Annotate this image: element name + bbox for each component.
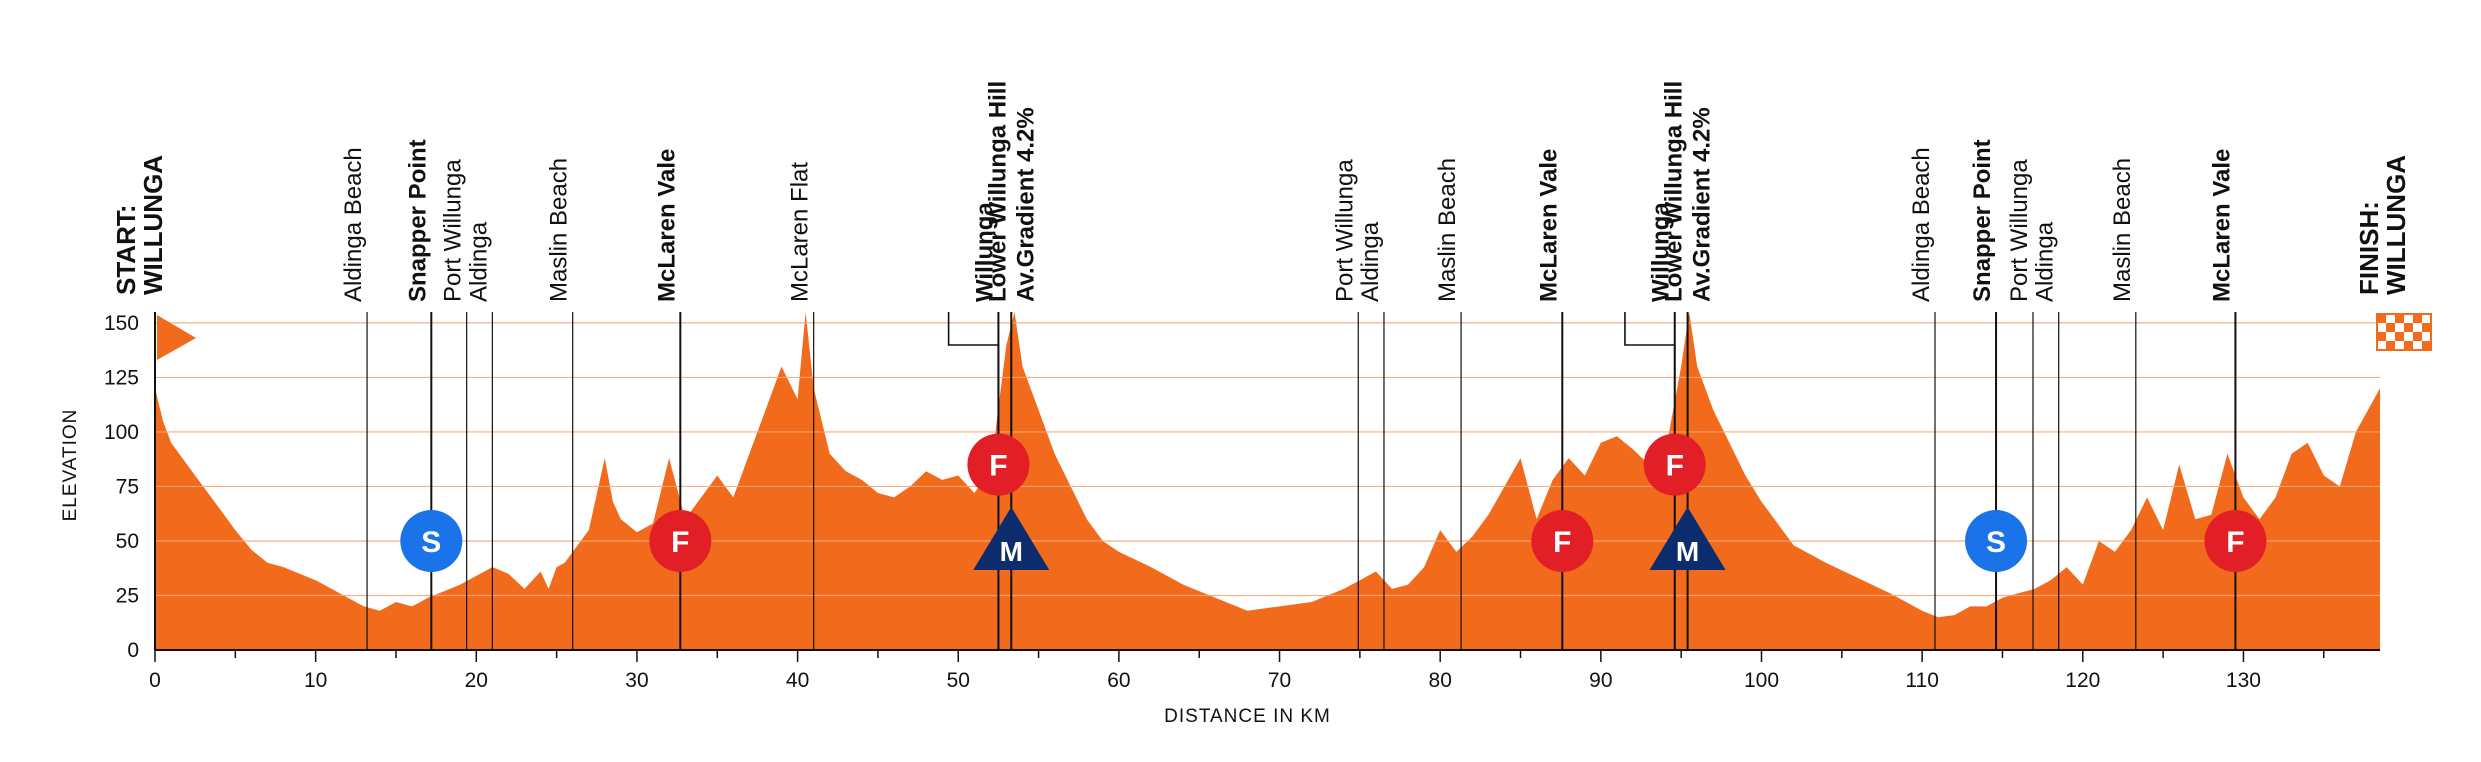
y-tick-label: 150 [104, 312, 139, 335]
start-flag-icon [157, 315, 196, 360]
finish-flag-square [2377, 314, 2386, 323]
x-tick-label: 40 [786, 669, 809, 692]
y-tick-label: 25 [116, 584, 139, 607]
y-tick-label: 0 [127, 639, 139, 662]
waypoint-label: Aldinga Beach [1908, 147, 1935, 302]
waypoint-label: Lower Willunga Hill [1661, 81, 1688, 302]
marker-letter: M [1000, 536, 1023, 567]
waypoint-label: Lower Willunga Hill [984, 81, 1011, 302]
feed-marker [967, 433, 1030, 496]
x-tick-label: 50 [947, 669, 970, 692]
feed-marker [1643, 433, 1706, 496]
mountain-marker [973, 506, 1050, 570]
x-tick-label: 90 [1589, 669, 1612, 692]
finish-flag-square [2386, 323, 2395, 332]
x-axis-title: DISTANCE IN KM [1164, 706, 1331, 727]
waypoint-label: Aldinga Beach [340, 147, 367, 302]
x-tick-label: 0 [149, 669, 161, 692]
finish-flag-square [2413, 314, 2422, 323]
y-axis-title: ELEVATION [60, 409, 81, 522]
marker-letter: F [671, 526, 689, 559]
waypoint-label: McLaren Vale [1535, 149, 1562, 302]
finish-label: FINISH: [2354, 201, 2384, 295]
waypoint-connector [1624, 312, 1676, 650]
waypoint-label: Av.Gradient 4.2% [1012, 107, 1039, 302]
grid-layer [155, 322, 2380, 597]
waypoint-label: Port Willunga [2006, 159, 2033, 302]
marker-letter: F [1666, 450, 1684, 483]
x-tick-label: 30 [625, 669, 648, 692]
elevation-area-layer [155, 312, 2380, 650]
finish-flag-square [2377, 332, 2386, 341]
waypoint-label: Port Willunga [1331, 159, 1358, 302]
waypoint-label: Willunga [971, 202, 998, 302]
x-tick-label: 20 [465, 669, 488, 692]
finish-flag-square [2422, 341, 2431, 350]
waypoint-label: Aldinga [1357, 221, 1384, 302]
finish-flag-square [2404, 341, 2413, 350]
x-tick-label: 70 [1268, 669, 1291, 692]
feed-marker [2204, 509, 2267, 572]
finish-flag-square [2395, 314, 2404, 323]
waypoint-label: Aldinga [2032, 221, 2059, 302]
waypoint-label: McLaren Flat [787, 162, 814, 302]
marker-letter: F [1553, 526, 1571, 559]
waypoint-connector [947, 312, 1000, 650]
waypoint-label: Maslin Beach [1434, 158, 1461, 302]
waypoint-label: Snapper Point [1969, 139, 1996, 302]
marker-layer: S F F M F F M S F [400, 433, 2267, 572]
marker-letter: F [989, 450, 1007, 483]
flag-layer [157, 313, 2432, 360]
waypoint-label: McLaren Vale [653, 149, 680, 302]
waypoint-label: Snapper Point [404, 139, 431, 302]
mountain-marker [1649, 506, 1726, 570]
x-tick-label: 80 [1429, 669, 1452, 692]
x-tick-label: 130 [2226, 669, 2261, 692]
y-tick-label: 125 [104, 366, 139, 389]
waypoint-label: Aldinga [465, 221, 492, 302]
marker-letter: S [1986, 526, 2006, 559]
feed-marker [649, 509, 712, 572]
x-tick-label: 110 [1905, 669, 1938, 692]
waypoint-layer: Aldinga Beach Snapper Point Port WillungaA… [111, 81, 2411, 650]
x-tick-label: 10 [304, 669, 327, 692]
waypoint-label: McLaren Vale [2208, 149, 2235, 302]
start-label: START: [111, 204, 141, 295]
marker-letter: S [421, 526, 441, 559]
x-tick-label: 100 [1744, 669, 1779, 692]
y-tick-label: 50 [116, 530, 139, 553]
sprint-marker [1965, 509, 2028, 572]
y-tick-label: 75 [116, 475, 139, 498]
waypoint-label: Av.Gradient 4.2% [1689, 107, 1716, 302]
finish-flag-square [2395, 332, 2404, 341]
elevation-area [155, 312, 2380, 650]
finish-flag-square [2404, 323, 2413, 332]
waypoint-label: Maslin Beach [2109, 158, 2136, 302]
marker-letter: M [1676, 536, 1699, 567]
marker-letter: F [2226, 526, 2244, 559]
x-tick-label: 120 [2065, 669, 2100, 692]
waypoint-label: Maslin Beach [546, 158, 573, 302]
finish-flag-square [2413, 332, 2422, 341]
feed-marker [1531, 509, 1594, 572]
finish-flag-square [2422, 323, 2431, 332]
x-tick-label: 60 [1107, 669, 1130, 692]
finish-flag-square [2386, 341, 2395, 350]
waypoint-label: Willunga [1648, 202, 1675, 302]
waypoint-label: Port Willunga [440, 159, 467, 302]
axis-layer: 0 10 20 30 40 50 60 70 80 90 100 110 120 130 0 25 50 75 10… [60, 312, 2380, 727]
sprint-marker [400, 509, 463, 572]
finish-label: WILLUNGA [2381, 155, 2411, 295]
y-tick-label: 100 [104, 421, 139, 444]
start-label: WILLUNGA [138, 155, 168, 295]
